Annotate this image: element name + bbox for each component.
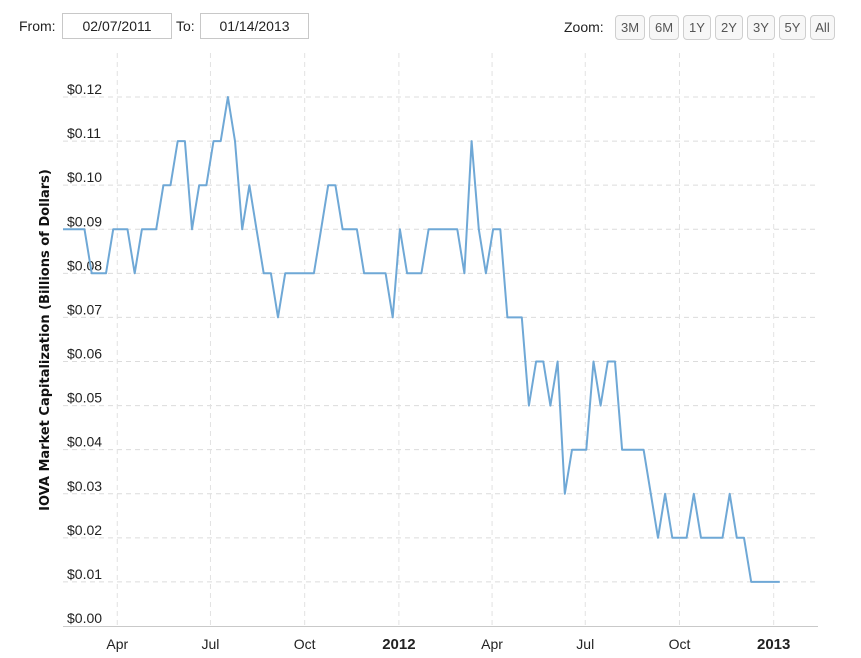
- x-tick-label: Apr: [106, 636, 128, 652]
- series-line: [63, 96, 780, 583]
- zoom-3y-button[interactable]: 3Y: [747, 15, 775, 40]
- to-label: To:: [176, 18, 195, 34]
- zoom-3m-button[interactable]: 3M: [615, 15, 645, 40]
- x-tick-label: 2013: [757, 636, 790, 653]
- y-tick-label: $0.04: [67, 434, 102, 450]
- zoom-6m-button[interactable]: 6M: [649, 15, 679, 40]
- x-tick-label: 2012: [382, 636, 415, 653]
- x-tick-label: Oct: [669, 636, 691, 652]
- y-axis-label: IOVA Market Capitalization (Billions of …: [38, 169, 53, 511]
- zoom-5y-button[interactable]: 5Y: [779, 15, 806, 40]
- x-axis-ticks: Apr Jul Oct 2012 Apr Jul Oct 2013: [106, 636, 790, 653]
- range-toolbar: From: To: Zoom: 3M 6M 1Y 2Y 3Y 5Y All: [0, 0, 861, 50]
- from-date-input[interactable]: [62, 13, 172, 39]
- x-tick-label: Jul: [202, 636, 220, 652]
- zoom-label: Zoom:: [564, 19, 604, 35]
- y-tick-label: $0.06: [67, 346, 102, 362]
- y-tick-label: $0.09: [67, 213, 102, 229]
- y-tick-label: $0.03: [67, 478, 102, 494]
- y-tick-label: $0.05: [67, 390, 102, 406]
- x-tick-label: Jul: [576, 636, 594, 652]
- to-date-input[interactable]: [200, 13, 309, 39]
- x-tick-label: Apr: [481, 636, 503, 652]
- grid: [63, 53, 818, 627]
- zoom-all-button[interactable]: All: [810, 15, 835, 40]
- y-tick-label: $0.07: [67, 301, 102, 317]
- y-tick-label: $0.00: [67, 610, 102, 626]
- x-tick-label: Oct: [294, 636, 316, 652]
- y-axis-ticks: $0.00 $0.01 $0.02 $0.03 $0.04 $0.05 $0.06 $0.07…: [67, 81, 102, 626]
- y-tick-label: $0.08: [67, 257, 102, 273]
- zoom-2y-button[interactable]: 2Y: [715, 15, 743, 40]
- y-tick-label: $0.02: [67, 522, 102, 538]
- y-tick-label: $0.12: [67, 81, 102, 97]
- y-tick-label: $0.11: [67, 125, 101, 141]
- series: [63, 96, 780, 583]
- y-tick-label: $0.01: [67, 566, 102, 582]
- from-label: From:: [19, 18, 56, 34]
- zoom-1y-button[interactable]: 1Y: [683, 15, 711, 40]
- y-tick-label: $0.10: [67, 169, 102, 185]
